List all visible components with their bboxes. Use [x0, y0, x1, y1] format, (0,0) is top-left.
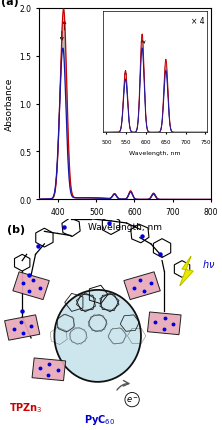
X-axis label: Wavelength, nm: Wavelength, nm — [88, 222, 162, 231]
Text: (b): (b) — [7, 224, 25, 234]
Text: $e^-$: $e^-$ — [126, 395, 139, 405]
Polygon shape — [5, 315, 40, 341]
Polygon shape — [147, 312, 181, 335]
Polygon shape — [13, 272, 49, 300]
Polygon shape — [32, 358, 66, 381]
Text: TPZn$_3$: TPZn$_3$ — [9, 400, 43, 414]
Ellipse shape — [54, 290, 141, 382]
Polygon shape — [124, 272, 160, 300]
Text: $h\nu$: $h\nu$ — [202, 257, 215, 269]
Text: (a): (a) — [1, 0, 19, 7]
Polygon shape — [180, 257, 193, 286]
Text: PyC$_{60}$: PyC$_{60}$ — [84, 412, 115, 427]
Y-axis label: Absorbance: Absorbance — [4, 78, 14, 131]
